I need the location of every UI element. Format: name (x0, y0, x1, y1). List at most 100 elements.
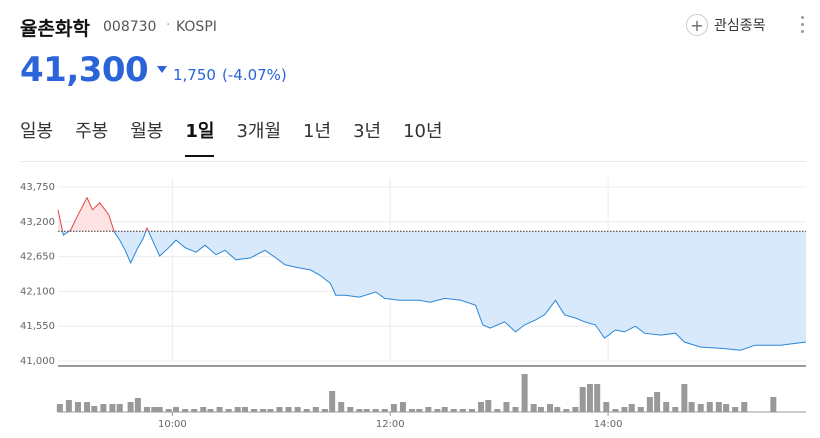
volume-bar (381, 409, 388, 412)
volume-bar (303, 409, 310, 412)
tab[interactable]: 월봉 (130, 121, 164, 142)
volume-bar (156, 407, 163, 412)
volume-bar (74, 402, 81, 412)
volume-bar (621, 407, 628, 412)
plus-icon: + (686, 14, 708, 36)
volume-bar (84, 402, 91, 412)
volume-bar (127, 402, 134, 412)
volume-bar (459, 409, 466, 412)
volume-bar (663, 402, 670, 412)
volume-bar (425, 407, 432, 412)
volume-bar (706, 402, 713, 412)
tab[interactable]: 3개월 (236, 121, 282, 142)
volume-bar (134, 398, 141, 412)
separator-dot: · (166, 17, 171, 33)
price-line-down (62, 231, 807, 351)
market: KOSPI (176, 19, 217, 35)
volume-bar (200, 407, 207, 412)
volume-bar (697, 404, 704, 412)
volume-bar (242, 407, 248, 412)
volume-bar (143, 407, 150, 412)
volume-bar (537, 407, 544, 412)
volume-bar (182, 409, 189, 412)
volume-bar (260, 409, 267, 412)
x-tick-label: 10:00 (158, 419, 187, 430)
volume-bar (521, 374, 528, 412)
y-tick-label: 42,650 (20, 252, 55, 263)
volume-bar (191, 409, 198, 412)
stock-name: 율촌화학 (20, 18, 90, 40)
y-tick-label: 42,100 (20, 286, 55, 297)
tab[interactable]: 일봉 (20, 121, 54, 142)
down-arrow (157, 66, 167, 73)
volume-bar (267, 409, 274, 412)
volume-bar (399, 402, 406, 412)
volume-bar (321, 409, 328, 412)
tab[interactable]: 1일 (185, 117, 215, 157)
volume-bar (586, 384, 593, 412)
watch-label: 관심종목 (714, 18, 766, 34)
volume-bar (251, 409, 258, 412)
volume-bar (56, 404, 63, 412)
volume-bar (207, 409, 214, 412)
volume-bar (434, 409, 441, 412)
volume-bar (723, 404, 730, 412)
tabs: 일봉 주봉 월봉 1일 3개월 1년 3년 10년 (20, 117, 465, 157)
y-tick-label: 41,000 (20, 356, 55, 367)
volume-bar (494, 409, 501, 412)
volume-bar (225, 409, 232, 412)
volume-bar (65, 400, 72, 412)
volume-bar (654, 392, 661, 412)
volume-bar (637, 407, 644, 412)
volume-bar (329, 391, 336, 412)
volume-bar (478, 402, 485, 412)
volume-bar (612, 409, 619, 412)
volume-bar (594, 384, 601, 412)
volume-bar (688, 402, 695, 412)
price: 41,300 (20, 50, 149, 90)
volume-bar (770, 397, 777, 412)
x-tick-label: 12:00 (376, 419, 405, 430)
volume-bar (390, 404, 397, 412)
change: 1,750 (173, 66, 216, 84)
volume-bar (512, 407, 519, 412)
tab[interactable]: 1년 (303, 121, 332, 142)
volume-bar (547, 404, 554, 412)
volume-bar (681, 384, 688, 412)
volume-bar (672, 407, 679, 412)
y-tick-label: 41,550 (20, 321, 55, 332)
volume-bar (741, 402, 748, 412)
volume-bar (116, 404, 123, 412)
stock-code: 008730 (103, 19, 157, 35)
volume-bar (503, 402, 510, 412)
volume-bar (234, 407, 241, 412)
volume-bar (572, 407, 579, 412)
more-menu[interactable] (801, 16, 805, 37)
volume-bar (363, 409, 370, 412)
tab[interactable]: 3년 (353, 121, 382, 142)
y-tick-label: 43,200 (20, 217, 55, 228)
volume-bar (579, 387, 586, 412)
tab[interactable]: 주봉 (75, 121, 109, 142)
volume-bar (372, 409, 379, 412)
volume-bar (347, 407, 354, 412)
volume-bar (173, 407, 180, 412)
volume-bar (409, 409, 416, 412)
change-pct: (-4.07%) (222, 66, 287, 84)
y-tick-label: 43,750 (20, 182, 55, 193)
volume-bar (628, 404, 635, 412)
volume-bar (554, 407, 561, 412)
volume-bar (276, 407, 283, 412)
volume-bar (151, 407, 158, 412)
watch-button[interactable]: + 관심종목 (686, 14, 766, 36)
tab[interactable]: 10년 (403, 121, 443, 142)
area-down (58, 231, 806, 351)
volume-bar (732, 407, 739, 412)
volume-bar (646, 397, 653, 412)
volume-bar (91, 406, 98, 412)
volume-bar (530, 404, 537, 412)
area-up (58, 197, 149, 232)
volume-bar (441, 407, 448, 412)
